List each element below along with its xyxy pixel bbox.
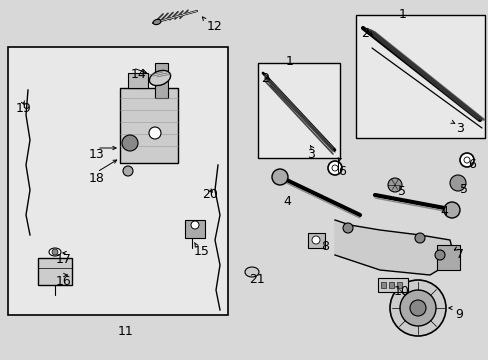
Circle shape: [389, 280, 445, 336]
Text: 3: 3: [306, 148, 314, 161]
Text: 11: 11: [118, 325, 134, 338]
Circle shape: [327, 161, 341, 175]
Text: 4: 4: [439, 205, 447, 218]
Ellipse shape: [49, 248, 61, 256]
Text: 12: 12: [206, 20, 223, 33]
Circle shape: [311, 236, 319, 244]
Bar: [436, 245, 459, 270]
Text: 20: 20: [202, 188, 218, 201]
Bar: [355, 15, 484, 138]
Text: 21: 21: [248, 273, 264, 286]
Circle shape: [463, 157, 469, 163]
Bar: [388, 282, 393, 288]
Circle shape: [123, 166, 133, 176]
Bar: [380, 282, 385, 288]
Text: 7: 7: [455, 248, 463, 261]
Circle shape: [414, 233, 424, 243]
Circle shape: [443, 202, 459, 218]
Text: 5: 5: [397, 185, 405, 198]
Circle shape: [459, 153, 473, 167]
Bar: [155, 63, 168, 98]
Text: 1: 1: [398, 8, 406, 21]
Circle shape: [449, 175, 465, 191]
Text: 5: 5: [459, 183, 467, 196]
Ellipse shape: [149, 71, 170, 86]
Text: 9: 9: [454, 308, 462, 321]
Text: 6: 6: [467, 158, 475, 171]
Text: 15: 15: [194, 245, 209, 258]
Text: 6: 6: [337, 165, 345, 178]
Bar: [38, 258, 72, 285]
Text: 2: 2: [261, 72, 268, 85]
Text: 18: 18: [89, 172, 104, 185]
Bar: [396, 282, 401, 288]
Bar: [120, 88, 178, 163]
Text: 2: 2: [360, 27, 368, 40]
Circle shape: [122, 135, 138, 151]
Circle shape: [271, 169, 287, 185]
Ellipse shape: [153, 19, 161, 24]
Ellipse shape: [244, 267, 259, 277]
Circle shape: [387, 178, 401, 192]
Circle shape: [342, 223, 352, 233]
Circle shape: [331, 165, 337, 171]
Text: 16: 16: [56, 275, 72, 288]
Bar: [258, 63, 339, 158]
Polygon shape: [334, 220, 454, 275]
Text: 13: 13: [89, 148, 104, 161]
Bar: [184, 220, 204, 238]
Circle shape: [399, 290, 435, 326]
Bar: [128, 73, 148, 88]
Text: 4: 4: [283, 195, 290, 208]
Text: 19: 19: [16, 102, 32, 115]
Bar: [307, 233, 325, 248]
Circle shape: [191, 221, 199, 229]
Text: 14: 14: [131, 68, 146, 81]
Circle shape: [52, 249, 58, 255]
Text: 3: 3: [455, 122, 463, 135]
Text: 1: 1: [285, 55, 293, 68]
Text: 8: 8: [320, 240, 328, 253]
Circle shape: [434, 250, 444, 260]
Bar: [377, 278, 407, 292]
Text: 17: 17: [56, 253, 72, 266]
Circle shape: [149, 127, 161, 139]
Bar: [8, 47, 227, 315]
Text: 10: 10: [393, 285, 409, 298]
Circle shape: [409, 300, 425, 316]
